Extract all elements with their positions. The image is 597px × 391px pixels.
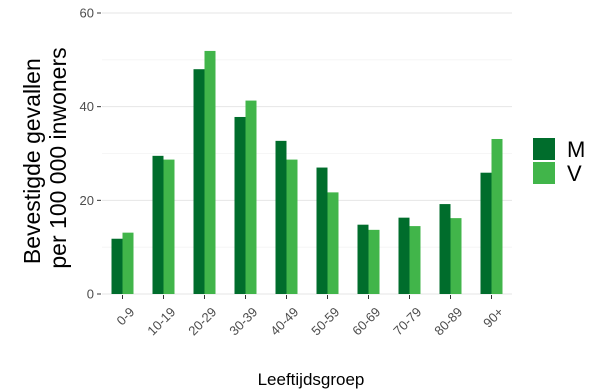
bar-M-80-89	[439, 204, 451, 294]
legend-label-M: M	[567, 137, 585, 162]
x-tick-label: 10-19	[144, 304, 178, 338]
bar-M-50-59	[316, 167, 328, 294]
x-tick-label: 40-49	[267, 304, 301, 338]
x-tick-label: 30-39	[226, 304, 260, 338]
bar-M-60-69	[357, 224, 369, 294]
x-tick-label: 50-59	[308, 304, 342, 338]
x-tick-label: 20-29	[185, 304, 219, 338]
x-tick-label: 60-69	[349, 304, 383, 338]
y-tick-label: 20	[80, 193, 94, 208]
bars	[111, 50, 503, 295]
bar-M-10-19	[152, 155, 164, 294]
bar-M-30-39	[234, 116, 246, 294]
x-tick-label: 90+	[480, 304, 506, 330]
bar-V-80-89	[450, 218, 462, 294]
bar-V-70-79	[409, 226, 421, 294]
legend-swatch-V	[533, 162, 555, 184]
x-axis-title: Leeftijdsgroep	[258, 370, 365, 389]
legend-swatch-M	[533, 138, 555, 160]
bar-V-60-69	[368, 229, 380, 294]
bar-V-40-49	[286, 159, 298, 294]
x-axis: 0-9 10-19 20-29 30-39 40-49 50-59 60-69 70-79 80…	[114, 295, 506, 338]
bar-V-0-9	[122, 232, 134, 294]
bar-M-90+	[480, 172, 492, 294]
bar-V-50-59	[327, 192, 339, 294]
bar-M-40-49	[275, 140, 287, 294]
y-tick-label: 40	[80, 99, 94, 114]
y-axis-title-line-1: Bevestigde gevallen	[19, 58, 45, 264]
bar-M-70-79	[398, 217, 410, 294]
y-axis: 0 20 40 60	[80, 6, 101, 302]
bar-V-10-19	[163, 159, 175, 294]
y-axis-title-line-2: per 100 000 inwoners	[45, 47, 71, 268]
y-tick-label: 0	[87, 287, 94, 302]
bar-V-30-39	[245, 100, 257, 294]
x-tick-label: 0-9	[114, 304, 138, 328]
x-tick-label: 70-79	[390, 304, 424, 338]
bar-M-0-9	[111, 238, 123, 294]
legend: MV	[533, 137, 585, 186]
bar-V-90+	[491, 138, 503, 294]
y-axis-title: Bevestigde gevallen per 100 000 inwoners	[19, 47, 71, 268]
legend-label-V: V	[567, 161, 582, 186]
bar-M-20-29	[193, 69, 205, 294]
y-tick-label: 60	[80, 6, 94, 21]
bar-V-20-29	[204, 50, 216, 295]
x-tick-label: 80-89	[431, 304, 465, 338]
